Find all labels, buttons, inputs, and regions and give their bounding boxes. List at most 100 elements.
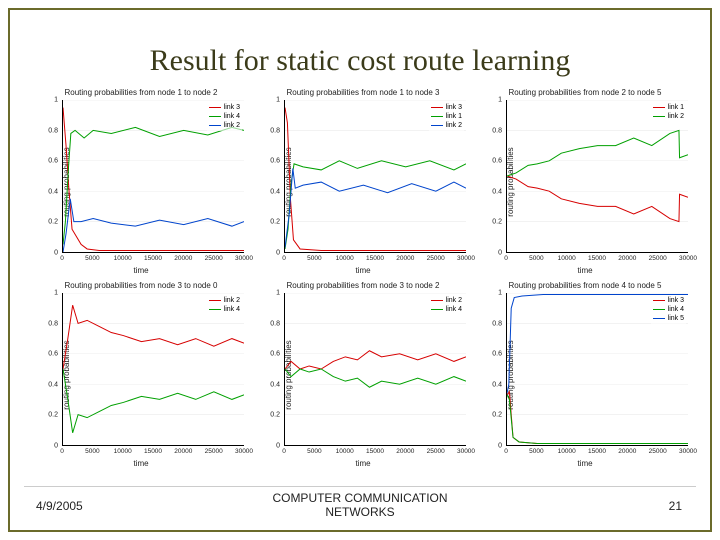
chart-grid: Routing probabilities from node 1 to nod… [34, 88, 692, 468]
y-tick: 0.2 [48, 219, 58, 226]
y-tick: 0.8 [48, 320, 58, 327]
x-tick: 30000 [235, 448, 253, 455]
x-tick: 30000 [679, 255, 697, 262]
y-tick: 0.6 [492, 351, 502, 358]
series-line [285, 161, 466, 249]
x-tick: 25000 [649, 255, 667, 262]
x-tick: 15000 [366, 255, 384, 262]
y-tick: 1 [498, 97, 502, 104]
x-axis-label: time [478, 459, 692, 468]
y-tick: 0.4 [48, 381, 58, 388]
legend-label: link 5 [668, 314, 684, 323]
plot-area: link 3link 4link 2 [62, 100, 244, 253]
series-line [63, 369, 244, 433]
slide-frame: Result for static cost route learning Ro… [8, 8, 712, 532]
y-ticks: 00.20.40.60.81 [34, 100, 60, 253]
x-tick: 25000 [427, 255, 445, 262]
x-ticks: 050001000015000200002500030000 [284, 255, 466, 265]
x-tick: 20000 [618, 448, 636, 455]
series-line [63, 127, 244, 244]
legend-label: link 2 [446, 121, 462, 130]
x-tick: 30000 [235, 255, 253, 262]
legend-item: link 4 [209, 305, 240, 314]
x-axis-label: time [34, 266, 248, 275]
legend-swatch [653, 300, 665, 302]
x-axis-label: time [478, 266, 692, 275]
legend-item: link 5 [653, 314, 684, 323]
chart-1: Routing probabilities from node 1 to nod… [256, 88, 470, 275]
legend-label: link 4 [224, 112, 240, 121]
chart-4: Routing probabilities from node 3 to nod… [256, 281, 470, 468]
footer-center: COMPUTER COMMUNICATION NETWORKS [248, 492, 472, 518]
series-line [507, 392, 688, 444]
legend-label: link 2 [446, 296, 462, 305]
legend-item: link 4 [431, 305, 462, 314]
slide-footer: 4/9/2005 COMPUTER COMMUNICATION NETWORKS… [24, 486, 696, 520]
x-tick: 20000 [396, 448, 414, 455]
legend-item: link 3 [209, 103, 240, 112]
series-line [507, 176, 688, 222]
legend-swatch [653, 309, 665, 311]
x-tick: 25000 [649, 448, 667, 455]
x-tick: 10000 [114, 448, 132, 455]
y-tick: 1 [276, 290, 280, 297]
x-tick: 0 [504, 255, 508, 262]
y-ticks: 00.20.40.60.81 [34, 293, 60, 446]
y-tick: 0.4 [270, 188, 280, 195]
legend: link 3link 4link 5 [651, 295, 686, 324]
legend-item: link 1 [653, 103, 684, 112]
legend-swatch [653, 318, 665, 320]
footer-center-line2: NETWORKS [325, 505, 394, 519]
plot-area: link 1link 2 [506, 100, 688, 253]
legend-item: link 2 [431, 296, 462, 305]
y-ticks: 00.20.40.60.81 [478, 293, 504, 446]
footer-page-number: 21 [472, 499, 696, 513]
legend-label: link 1 [668, 103, 684, 112]
legend-label: link 2 [224, 121, 240, 130]
x-tick: 5000 [85, 448, 99, 455]
x-tick: 5000 [85, 255, 99, 262]
legend: link 1link 2 [651, 102, 686, 122]
legend-item: link 4 [209, 112, 240, 121]
y-tick: 0 [276, 443, 280, 450]
y-tick: 0.2 [270, 412, 280, 419]
series-line [507, 130, 688, 176]
x-ticks: 050001000015000200002500030000 [62, 255, 244, 265]
x-tick: 20000 [618, 255, 636, 262]
x-tick: 10000 [558, 255, 576, 262]
plot-area: link 3link 4link 5 [506, 293, 688, 446]
x-tick: 0 [504, 448, 508, 455]
x-tick: 25000 [205, 448, 223, 455]
x-tick: 0 [282, 255, 286, 262]
y-tick: 0.6 [492, 158, 502, 165]
legend: link 2link 4 [207, 295, 242, 315]
slide-title: Result for static cost route learning [10, 44, 710, 78]
legend-label: link 3 [446, 103, 462, 112]
plot-area: link 2link 4 [62, 293, 244, 446]
legend-label: link 4 [446, 305, 462, 314]
legend-item: link 2 [653, 112, 684, 121]
legend-swatch [431, 309, 443, 311]
y-tick: 0.6 [270, 158, 280, 165]
y-tick: 1 [498, 290, 502, 297]
legend-swatch [431, 125, 443, 127]
y-tick: 1 [276, 97, 280, 104]
chart-5: Routing probabilities from node 4 to nod… [478, 281, 692, 468]
legend-swatch [209, 116, 221, 118]
legend-label: link 3 [668, 296, 684, 305]
y-tick: 1 [54, 290, 58, 297]
x-axis-label: time [256, 459, 470, 468]
legend-label: link 2 [224, 296, 240, 305]
x-tick: 30000 [457, 448, 475, 455]
legend-swatch [209, 309, 221, 311]
legend-label: link 4 [668, 305, 684, 314]
y-tick: 0.4 [492, 381, 502, 388]
y-tick: 0.8 [270, 127, 280, 134]
footer-date: 4/9/2005 [24, 499, 248, 513]
chart-title: Routing probabilities from node 4 to nod… [478, 281, 692, 290]
x-tick: 5000 [307, 255, 321, 262]
legend-swatch [431, 107, 443, 109]
legend-label: link 2 [668, 112, 684, 121]
x-tick: 15000 [144, 448, 162, 455]
legend-swatch [209, 125, 221, 127]
